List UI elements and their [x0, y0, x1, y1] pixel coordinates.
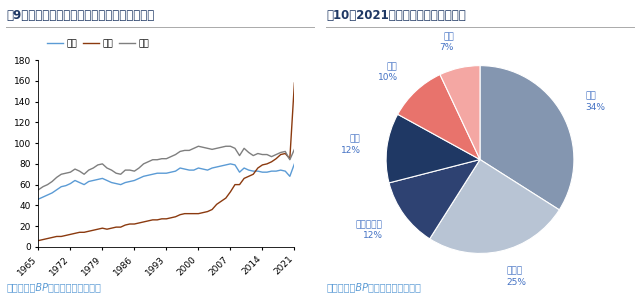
- Text: 可再生能源
12%: 可再生能源 12%: [356, 220, 383, 240]
- 欧洲: [44, 193, 51, 197]
- Text: 资料来源：BP，信达证券研发中心: 资料来源：BP，信达证券研发中心: [326, 282, 421, 292]
- 美国: [213, 147, 221, 150]
- Text: 资料来源：BP，信达证券研发中心: 资料来源：BP，信达证券研发中心: [6, 282, 101, 292]
- 美国: [291, 147, 298, 151]
- 中国: [103, 227, 111, 231]
- Text: 天然气
25%: 天然气 25%: [506, 267, 526, 287]
- 美国: [44, 183, 51, 186]
- 欧洲: [291, 162, 298, 166]
- Line: 美国: 美国: [38, 146, 294, 190]
- 欧洲: [48, 191, 56, 195]
- Wedge shape: [440, 66, 480, 160]
- Line: 欧洲: 欧洲: [38, 164, 294, 199]
- 中国: [48, 236, 56, 239]
- Text: 核能
10%: 核能 10%: [378, 62, 397, 82]
- 美国: [144, 160, 152, 164]
- 欧洲: [35, 197, 42, 201]
- 欧洲: [144, 173, 152, 177]
- Wedge shape: [389, 160, 480, 239]
- 中国: [213, 203, 221, 206]
- 美国: [103, 166, 111, 170]
- 美国: [48, 180, 56, 183]
- 欧洲: [103, 179, 111, 182]
- Text: 图10：2021年欧洲一次能源消费结构: 图10：2021年欧洲一次能源消费结构: [326, 9, 466, 22]
- 欧洲: [227, 162, 234, 166]
- 美国: [218, 145, 225, 149]
- Text: 煌炭
12%: 煌炭 12%: [340, 135, 361, 154]
- Text: 水能
7%: 水能 7%: [440, 32, 454, 52]
- Wedge shape: [429, 160, 559, 253]
- Wedge shape: [480, 66, 574, 210]
- 美国: [35, 188, 42, 192]
- Text: 原油
34%: 原油 34%: [586, 92, 605, 112]
- Wedge shape: [397, 75, 480, 160]
- 欧洲: [208, 166, 216, 170]
- Legend: 欧洲, 中国, 美国: 欧洲, 中国, 美国: [43, 36, 153, 52]
- 中国: [44, 237, 51, 240]
- Text: 图9：世界主要经济体一次能源消费量（艾焦）: 图9：世界主要经济体一次能源消费量（艾焦）: [6, 9, 155, 22]
- 美国: [195, 144, 202, 148]
- Wedge shape: [386, 114, 480, 183]
- 中国: [144, 219, 152, 223]
- Line: 中国: 中国: [38, 83, 294, 240]
- 中国: [35, 239, 42, 242]
- 中国: [291, 81, 298, 85]
- 中国: [208, 208, 216, 211]
- 欧洲: [213, 165, 221, 169]
